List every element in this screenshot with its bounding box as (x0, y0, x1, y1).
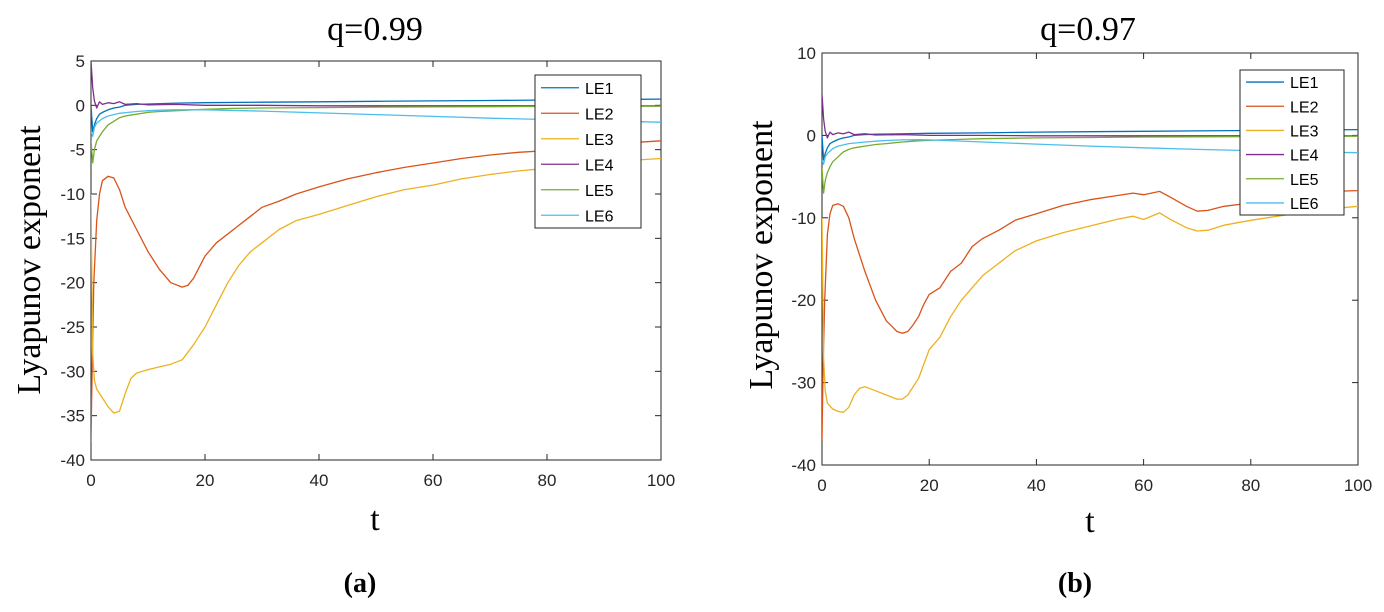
x-tick-label: 80 (538, 471, 557, 490)
x-tick-label: 60 (424, 471, 443, 490)
chart-title-b: q=0.97 (1040, 11, 1136, 48)
legend-label: LE5 (585, 183, 614, 200)
plot-area-a: 0 20 40 60 80 100 -40 -35 -30 -25 -20 -15 -10 -5 0 5 LE1… (60, 52, 675, 490)
legend-label: LE3 (585, 132, 614, 149)
series-line-le4 (91, 61, 661, 109)
legend: LE1 LE2 LE3 LE4 LE5 LE6 (1239, 69, 1345, 216)
legend-label: LE4 (1290, 148, 1319, 165)
y-tick-label: 5 (76, 52, 85, 71)
legend-label: LE4 (585, 157, 614, 174)
series-line-le2 (91, 140, 661, 443)
chart-panel-b: q=0.97 Lyapunov exponent t (b) 0 20 40 60 80… (743, 11, 1372, 599)
x-axis-label-b: t (1085, 503, 1095, 540)
legend-box (1239, 69, 1345, 216)
legend-label: LE1 (1290, 75, 1319, 92)
x-tick-label: 20 (196, 471, 215, 490)
series-line-le5 (822, 135, 1358, 194)
series-line-le3 (91, 157, 661, 414)
y-tick-label: -20 (60, 274, 85, 293)
series-line-le3 (822, 205, 1358, 413)
series-line-le6 (91, 109, 661, 138)
legend-label: LE3 (1290, 123, 1319, 140)
x-tick-label: 60 (1134, 476, 1153, 495)
y-tick-label: 10 (797, 44, 816, 63)
legend-label: LE6 (1290, 196, 1319, 213)
plot-area-b: 0 20 40 60 80 100-40-30-20-10010LE1LE2LE3LE4L… (791, 44, 1372, 495)
panel-label-b: (b) (1058, 568, 1092, 599)
series-line-le4 (822, 94, 1358, 139)
x-tick-label: 0 (86, 471, 95, 490)
panel-label-a: (a) (344, 568, 377, 599)
axes-box (90, 60, 662, 461)
legend-label: LE1 (585, 81, 614, 98)
y-axis-label-b: Lyapunov exponent (743, 120, 780, 390)
y-tick-label: -15 (60, 229, 85, 248)
y-axis-label-a: Lyapunov exponent (11, 125, 48, 395)
x-tick-label: 100 (1344, 476, 1372, 495)
y-tick-label: 0 (807, 126, 816, 145)
y-tick-label: -40 (60, 451, 85, 470)
legend-label: LE2 (1290, 99, 1319, 116)
series-line-le5 (91, 105, 661, 164)
legend-label: LE2 (585, 106, 614, 123)
y-tick-label: -5 (70, 141, 85, 160)
x-tick-label: 20 (920, 476, 939, 495)
x-axis-label-a: t (370, 501, 380, 538)
chart-title-a: q=0.99 (327, 11, 423, 48)
x-tick-label: 40 (310, 471, 329, 490)
y-tick-label: -10 (791, 209, 816, 228)
y-tick-label: -25 (60, 318, 85, 337)
y-tick-label: 0 (76, 96, 85, 115)
series-line-le2 (822, 189, 1358, 441)
legend: LE1 LE2 LE3 LE4 LE5 LE6 (534, 74, 642, 229)
x-tick-label: 0 (817, 476, 826, 495)
y-tick-label: -30 (791, 374, 816, 393)
x-tick-label: 100 (647, 471, 675, 490)
legend-label: LE6 (585, 208, 614, 225)
y-tick-label: -40 (791, 456, 816, 475)
legend-label: LE5 (1290, 172, 1319, 189)
y-tick-label: -35 (60, 407, 85, 426)
x-tick-label: 40 (1027, 476, 1046, 495)
x-tick-label: 80 (1241, 476, 1260, 495)
series-group (822, 94, 1358, 441)
y-tick-label: -10 (60, 185, 85, 204)
y-tick-label: -20 (791, 291, 816, 310)
series-group (91, 61, 661, 443)
y-tick-label: -30 (60, 362, 85, 381)
legend-box (534, 74, 642, 229)
chart-panel-a: q=0.99 Lyapunov exponent t (a) 0 20 40 60 80… (11, 11, 675, 599)
series-line-le6 (822, 139, 1358, 165)
